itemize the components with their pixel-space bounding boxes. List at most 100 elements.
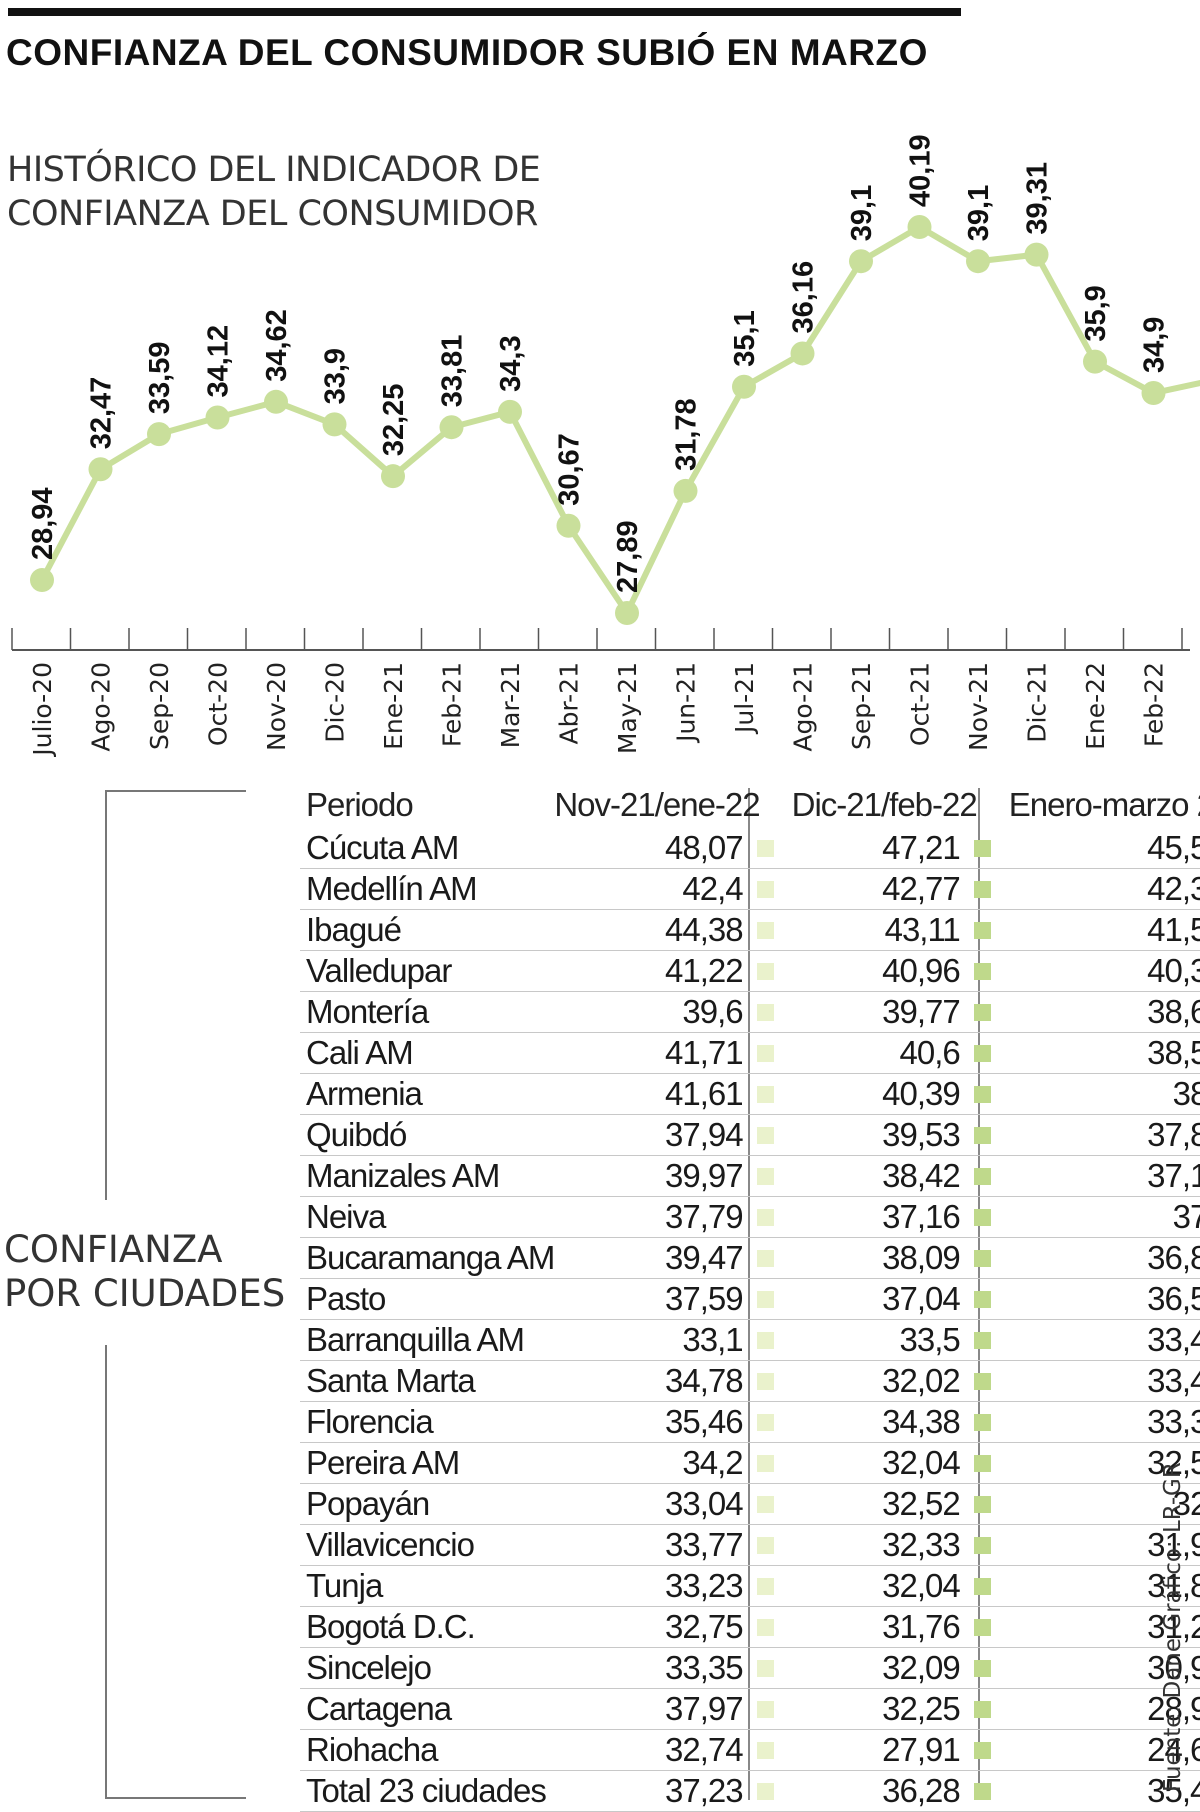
city-name: Bogotá D.C. xyxy=(300,1607,554,1648)
value-col1: 33,35 xyxy=(554,1648,791,1689)
value-text: 33,5 xyxy=(899,1321,961,1358)
value-text: 32,75 xyxy=(665,1608,744,1645)
data-point xyxy=(1024,242,1049,267)
data-point xyxy=(1141,381,1166,406)
table-row: Cali AM 41,71 40,6 38,5 xyxy=(300,1033,1200,1074)
cities-table: Periodo Nov-21/ene-22 Dic-21/feb-22 Ener… xyxy=(300,781,1200,1812)
data-point xyxy=(790,341,815,366)
data-label: 39,1 xyxy=(963,185,995,241)
city-name: Popayán xyxy=(300,1484,554,1525)
table-row: Bogotá D.C. 32,75 31,76 31,2 xyxy=(300,1607,1200,1648)
city-name: Pasto xyxy=(300,1279,554,1320)
legend-square-icon xyxy=(973,1454,991,1472)
legend-square-icon xyxy=(756,962,774,980)
legend-square-icon xyxy=(973,1536,991,1554)
value-col1: 32,74 xyxy=(554,1730,791,1771)
value-col1: 33,1 xyxy=(554,1320,791,1361)
value-text: 34,2 xyxy=(682,1444,743,1481)
table-row: Cartagena 37,97 32,25 28,9 xyxy=(300,1689,1200,1730)
header-col3: Enero-marzo 22 xyxy=(1008,785,1200,823)
data-point xyxy=(30,568,54,593)
value-col3: 32 xyxy=(1009,1484,1200,1525)
value-text: 40,6 xyxy=(899,1034,961,1071)
legend-square-icon xyxy=(973,921,991,939)
city-name-text: Cali AM xyxy=(306,1034,414,1071)
value-text: 37,1 xyxy=(1147,1157,1200,1194)
value-text: 34,78 xyxy=(665,1362,744,1399)
value-text: 28,9 xyxy=(1147,1690,1200,1727)
table-row: Total 23 ciudades 37,23 36,28 35,4 xyxy=(300,1771,1200,1812)
legend-square-icon xyxy=(973,1003,991,1021)
legend-square-icon xyxy=(756,880,774,898)
legend-square-icon xyxy=(756,1618,774,1636)
x-tick-label: Ene-21 xyxy=(379,662,408,750)
city-name: Cali AM xyxy=(300,1033,554,1074)
value-text: 33,23 xyxy=(665,1567,744,1604)
x-tick-label: Feb-22 xyxy=(1140,662,1169,747)
data-point xyxy=(732,374,756,399)
value-col2: 39,77 xyxy=(792,992,1009,1033)
value-text: 38,09 xyxy=(882,1239,961,1276)
city-name-text: Ibagué xyxy=(306,911,402,948)
value-col2: 43,11 xyxy=(792,910,1009,951)
value-col1: 37,59 xyxy=(554,1279,791,1320)
source-credit: Fuente: Dane Gráfico: LR-GR xyxy=(1160,1462,1186,1792)
data-point xyxy=(907,215,932,239)
legend-square-icon xyxy=(756,1331,774,1349)
header-period: Periodo xyxy=(306,785,414,823)
value-col2: 32,09 xyxy=(792,1648,1009,1689)
value-col2: 36,28 xyxy=(792,1771,1009,1812)
legend-square-icon xyxy=(756,1085,774,1103)
value-text: 37,79 xyxy=(665,1198,744,1235)
legend-square-icon xyxy=(973,1331,991,1349)
header-col2: Dic-21/feb-22 xyxy=(791,785,978,823)
data-point xyxy=(264,389,288,414)
value-text: 30,9 xyxy=(1147,1649,1200,1686)
data-point xyxy=(381,464,405,489)
value-col3: 38,6 xyxy=(1009,992,1200,1033)
value-text: 32,02 xyxy=(882,1362,961,1399)
legend-square-icon xyxy=(973,1372,991,1390)
city-name-text: Bucaramanga AM xyxy=(306,1239,555,1276)
data-label: 34,9 xyxy=(1139,317,1171,373)
city-name: Barranquilla AM xyxy=(300,1320,554,1361)
city-name: Riohacha xyxy=(300,1730,554,1771)
city-name: Bucaramanga AM xyxy=(300,1238,555,1279)
value-text: 38 xyxy=(1172,1075,1200,1112)
city-name-text: Santa Marta xyxy=(306,1362,476,1399)
city-name-text: Manizales AM xyxy=(306,1157,500,1194)
value-text: 40,39 xyxy=(882,1075,961,1112)
city-name-text: Quibdó xyxy=(306,1116,407,1153)
city-name-text: Tunja xyxy=(306,1567,383,1604)
value-text: 27,91 xyxy=(882,1731,961,1768)
data-label: 34,3 xyxy=(495,335,527,391)
legend-square-icon xyxy=(756,1741,774,1759)
value-text: 39,53 xyxy=(882,1116,961,1153)
value-col3: 40,3 xyxy=(1009,951,1200,992)
data-label: 33,9 xyxy=(320,348,352,404)
table-row: Medellín AM 42,4 42,77 42,3 xyxy=(300,869,1200,910)
city-name-text: Montería xyxy=(306,993,429,1030)
value-col2: 42,77 xyxy=(792,869,1009,910)
x-tick-label: May-21 xyxy=(613,662,642,754)
data-point xyxy=(147,422,171,447)
table-header-row: Periodo Nov-21/ene-22 Dic-21/feb-22 Ener… xyxy=(300,781,1200,828)
value-text: 35,4 xyxy=(1147,1772,1200,1809)
data-label: 35,3 xyxy=(1197,304,1200,360)
value-col1: 39,47 xyxy=(554,1238,791,1279)
data-point xyxy=(322,412,347,437)
x-tick-label: Ago-20 xyxy=(87,662,116,752)
table-row: Popayán 33,04 32,52 32 xyxy=(300,1484,1200,1525)
data-point xyxy=(966,249,990,274)
value-text: 37 xyxy=(1172,1198,1200,1235)
data-label: 28,94 xyxy=(27,487,59,560)
city-name: Ibagué xyxy=(300,910,554,951)
value-col1: 33,77 xyxy=(554,1525,791,1566)
legend-square-icon xyxy=(973,1741,991,1759)
cities-title-line2: POR CIUDADES xyxy=(4,1272,286,1315)
city-name: Tunja xyxy=(300,1566,554,1607)
city-name: Pereira AM xyxy=(300,1443,554,1484)
section-bracket-upper xyxy=(105,790,107,1200)
city-name: Manizales AM xyxy=(300,1156,554,1197)
city-name: Cúcuta AM xyxy=(300,828,554,869)
